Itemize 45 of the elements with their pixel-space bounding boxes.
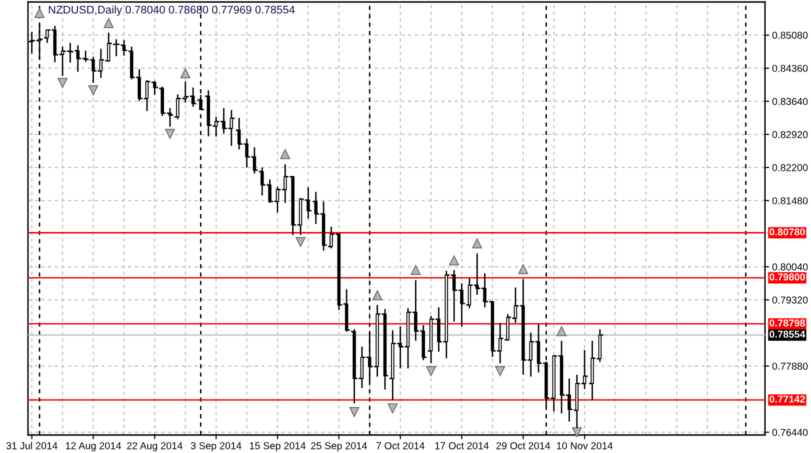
x-tick-label: 17 Oct 2014 xyxy=(435,442,489,450)
y-tick-label: 0.77880 xyxy=(772,362,808,370)
y-tick-label: 0.82200 xyxy=(772,164,808,172)
point xyxy=(472,238,482,248)
point xyxy=(388,403,398,414)
ref-line-label: 0.80780 xyxy=(770,228,805,236)
point xyxy=(349,407,360,418)
y-tick-label: 0.79320 xyxy=(772,296,808,304)
ref-line-label: 0.78554 xyxy=(770,330,806,338)
x-tick-label: 31 Jul 2014 xyxy=(6,442,58,450)
point xyxy=(180,68,190,78)
point xyxy=(556,326,567,336)
x-tick-label: 12 Aug 2014 xyxy=(66,442,122,452)
point xyxy=(88,85,98,96)
chart-title: NZDUSD,Daily 0.78040 0.78680 0.77969 0.78554 xyxy=(48,5,295,16)
x-tick-label: 10 Nov 2014 xyxy=(557,442,613,450)
ref-line-label: 0.77142 xyxy=(770,396,805,403)
x-tick-label: 25 Sep 2014 xyxy=(311,442,367,452)
point xyxy=(104,18,114,28)
y-tick-label: 0.83640 xyxy=(772,98,808,106)
point xyxy=(280,149,290,160)
ref-line-label: 0.78798 xyxy=(770,319,806,327)
point xyxy=(372,290,382,300)
y-tick-label: 0.80040 xyxy=(772,263,808,270)
y-tick-label: 0.81480 xyxy=(772,197,808,204)
x-tick-label: 15 Sep 2014 xyxy=(250,442,306,452)
ref-line-label: 0.79800 xyxy=(770,273,805,280)
point xyxy=(426,366,436,376)
x-tick-label: 22 Aug 2014 xyxy=(127,442,182,452)
point xyxy=(572,427,582,438)
y-tick-label: 0.82920 xyxy=(772,131,808,138)
y-tick-label: 0.84360 xyxy=(772,64,808,72)
y-tick-label: 0.85080 xyxy=(772,32,808,39)
x-tick-label: 7 Oct 2014 xyxy=(376,442,425,450)
point xyxy=(449,255,460,266)
point xyxy=(518,264,528,274)
point xyxy=(410,264,421,275)
point xyxy=(58,78,68,88)
point xyxy=(495,366,506,376)
x-tick-label: 3 Sep 2014 xyxy=(190,442,242,452)
point xyxy=(34,8,45,18)
y-tick-label: 0.76440 xyxy=(772,428,808,436)
point xyxy=(165,128,176,139)
x-tick-label: 29 Oct 2014 xyxy=(496,442,550,450)
point xyxy=(296,236,306,247)
